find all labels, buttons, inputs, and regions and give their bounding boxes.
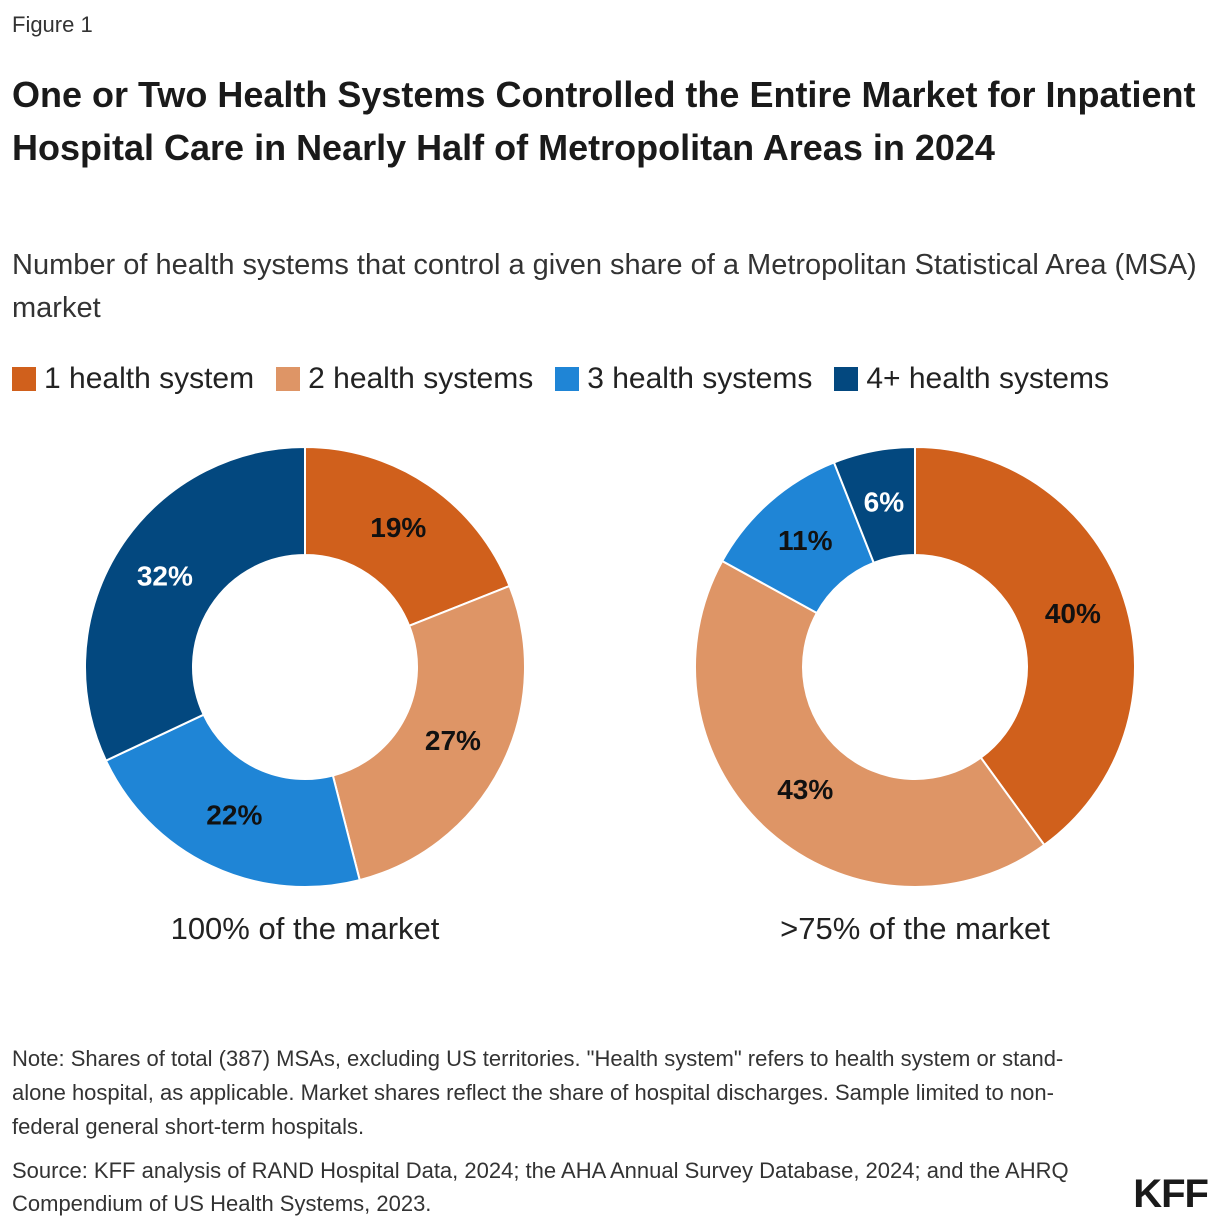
legend-item: 3 health systems: [555, 362, 812, 396]
legend-label: 1 health system: [44, 362, 255, 395]
slice: [914, 445, 1136, 847]
value-label: 40%: [1045, 598, 1101, 629]
value-label: 32%: [137, 560, 193, 591]
legend-label: 2 health systems: [308, 362, 534, 395]
legend-swatch: [276, 367, 301, 391]
legend-label: 3 health systems: [587, 362, 813, 395]
slice: [694, 559, 1046, 888]
value-label: 27%: [425, 725, 481, 756]
legend-item: 2 health systems: [276, 362, 533, 396]
slice: [84, 445, 306, 763]
chart-label: 100% of the market: [171, 911, 440, 946]
chart-title: One or Two Health Systems Controlled the…: [12, 74, 1196, 168]
source: Source: KFF analysis of RAND Hospital Da…: [12, 1158, 1069, 1216]
legend-swatch: [555, 367, 580, 391]
chart-subtitle: Number of health systems that control a …: [12, 249, 1197, 324]
legend-item: 4+ health systems: [834, 362, 1109, 396]
slice: [304, 445, 511, 628]
chart-label: >75% of the market: [780, 911, 1050, 946]
legend-swatch: [834, 367, 859, 391]
note: Note: Shares of total (387) MSAs, exclud…: [12, 1046, 1064, 1139]
value-label: 6%: [864, 486, 905, 517]
value-label: 43%: [777, 774, 833, 805]
figure-label: Figure 1: [12, 12, 93, 37]
legend: 1 health system 2 health systems 3 health …: [12, 362, 1109, 396]
slice: [832, 445, 916, 565]
logo: KFF: [1133, 1172, 1209, 1216]
value-label: 19%: [370, 512, 426, 543]
slice: [331, 584, 526, 882]
legend-item: 1 health system: [12, 362, 254, 396]
value-label: 22%: [206, 800, 262, 831]
slice: [104, 713, 361, 888]
legend-label: 4+ health systems: [866, 362, 1109, 395]
value-label: 11%: [778, 525, 833, 556]
legend-swatch: [12, 367, 36, 391]
charts: 19% 27% 22% 32% 100% of the market 40% 43% 11% 6…: [84, 445, 1136, 946]
